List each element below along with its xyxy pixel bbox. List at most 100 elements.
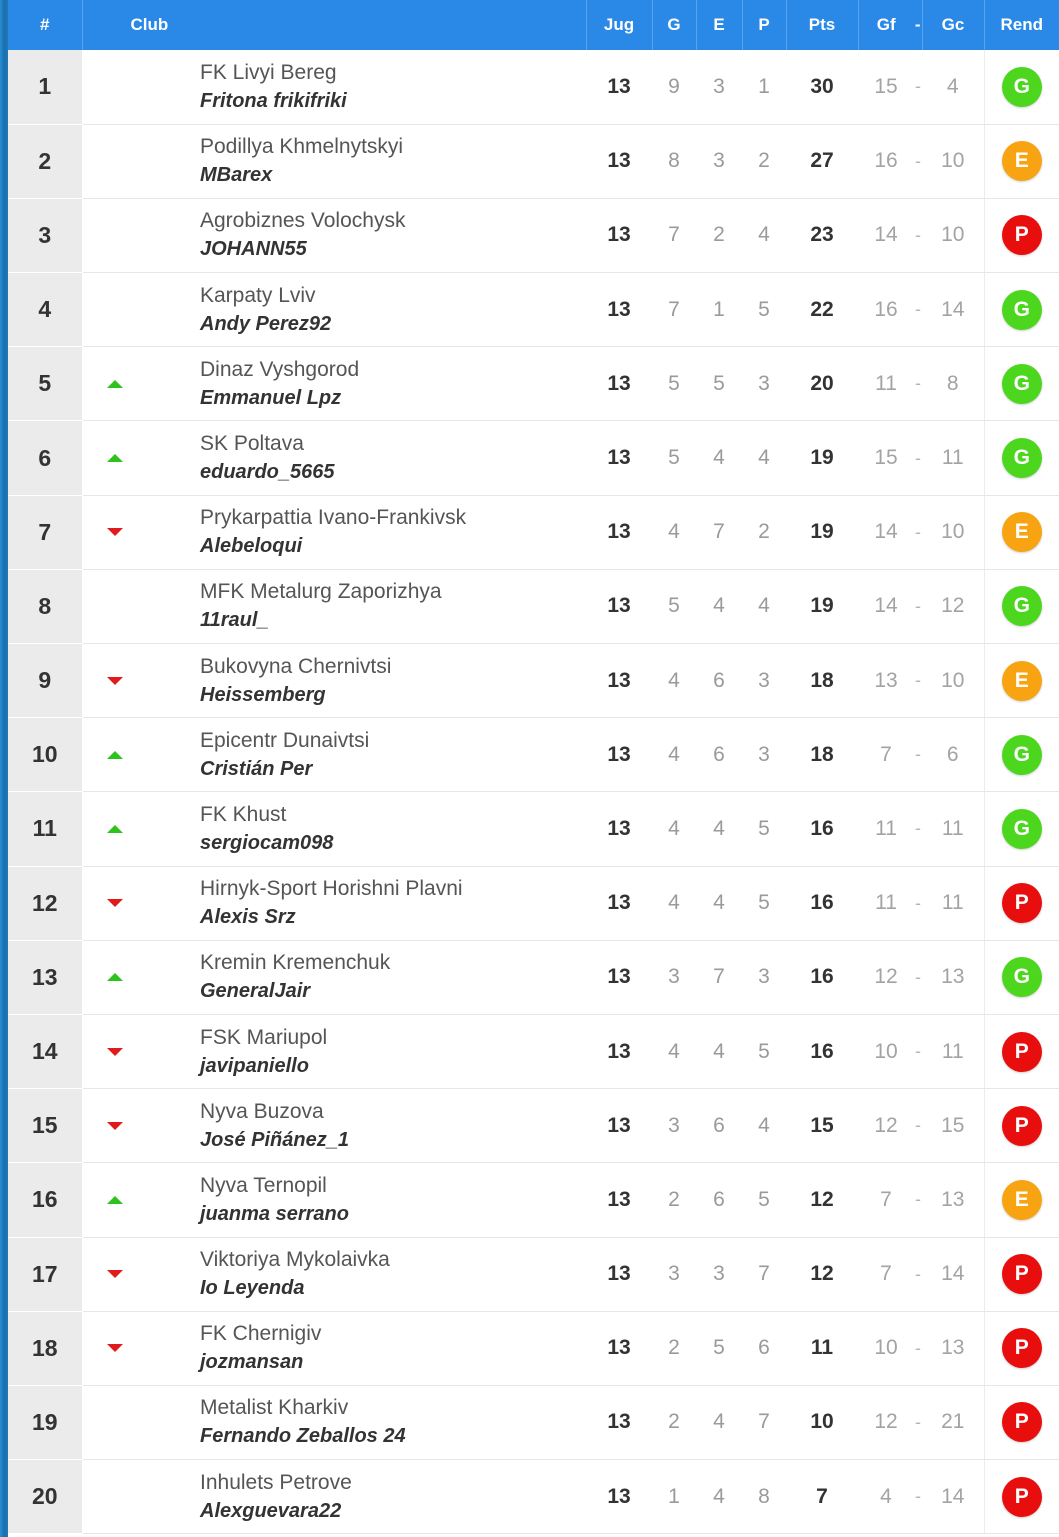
- form-badge[interactable]: E: [1001, 512, 1042, 553]
- col-header-won[interactable]: G: [652, 0, 697, 50]
- table-row[interactable]: 10 Epicentr Dunaivtsi Cristián Per 13 4 6 3 18 7…: [8, 717, 1059, 793]
- manager-name[interactable]: Fritona frikifriki: [200, 89, 347, 112]
- club-cell[interactable]: Kremin Kremenchuk GeneralJair: [200, 940, 586, 1015]
- form-badge[interactable]: G: [1001, 363, 1042, 404]
- form-badge[interactable]: E: [1001, 1179, 1042, 1220]
- club-cell[interactable]: FK Khust sergiocam098: [200, 791, 586, 867]
- club-cell[interactable]: FK Chernigiv jozmansan: [200, 1311, 586, 1386]
- club-cell[interactable]: Dinaz Vyshgorod Emmanuel Lpz: [200, 346, 586, 422]
- manager-name[interactable]: sergiocam098: [200, 831, 334, 854]
- team-name[interactable]: Epicentr Dunaivtsi: [200, 728, 370, 752]
- club-cell[interactable]: Podillya Khmelnytskyi MBarex: [200, 124, 586, 199]
- team-name[interactable]: Hirnyk-Sport Horishni Plavni: [200, 877, 463, 901]
- team-name[interactable]: Nyva Ternopil: [200, 1173, 327, 1197]
- manager-name[interactable]: Cristián Per: [200, 757, 313, 780]
- manager-name[interactable]: 11raul_: [200, 609, 269, 632]
- team-name[interactable]: Kremin Kremenchuk: [200, 951, 391, 975]
- manager-name[interactable]: Heissemberg: [200, 683, 326, 706]
- manager-name[interactable]: Io Leyenda: [200, 1277, 305, 1300]
- team-name[interactable]: Metalist Kharkiv: [200, 1396, 349, 1420]
- club-cell[interactable]: SK Poltava eduardo_5665: [200, 420, 586, 496]
- col-header-played[interactable]: Jug: [586, 0, 653, 50]
- col-header-goals-against[interactable]: Gc: [922, 0, 985, 50]
- col-header-goals-for[interactable]: Gf: [876, 15, 896, 34]
- team-name[interactable]: Podillya Khmelnytskyi: [200, 135, 404, 159]
- form-badge[interactable]: P: [1001, 1031, 1042, 1072]
- form-badge[interactable]: E: [1001, 660, 1042, 701]
- club-cell[interactable]: Viktoriya Mykolaivka Io Leyenda: [200, 1237, 586, 1312]
- table-row[interactable]: 12 Hirnyk-Sport Horishni Plavni Alexis Srz…: [8, 866, 1059, 941]
- table-row[interactable]: 17 Viktoriya Mykolaivka Io Leyenda 13 3 3 7 12 7…: [8, 1237, 1059, 1312]
- col-header-lost[interactable]: P: [742, 0, 787, 50]
- team-name[interactable]: Dinaz Vyshgorod: [200, 357, 360, 381]
- team-name[interactable]: SK Poltava: [200, 432, 304, 456]
- table-row[interactable]: 19 Metalist Kharkiv Fernando Zeballos 24 13…: [8, 1385, 1059, 1461]
- club-cell[interactable]: Karpaty Lviv Andy Perez92: [200, 272, 586, 348]
- team-name[interactable]: Karpaty Lviv: [200, 283, 316, 307]
- table-row[interactable]: 5 Dinaz Vyshgorod Emmanuel Lpz 13 5 5 3 20 11-8 G: [8, 346, 1059, 422]
- manager-name[interactable]: JOHANN55: [200, 238, 307, 261]
- manager-name[interactable]: Andy Perez92: [200, 312, 332, 335]
- club-cell[interactable]: Epicentr Dunaivtsi Cristián Per: [200, 717, 586, 793]
- manager-name[interactable]: Alebeloqui: [200, 535, 303, 558]
- table-row[interactable]: 4 Karpaty Lviv Andy Perez92 13 7 1 5 22 16-14 G: [8, 272, 1059, 348]
- club-cell[interactable]: Inhulets Petrove Alexguevara22: [200, 1459, 586, 1535]
- table-row[interactable]: 8 MFK Metalurg Zaporizhya 11raul_ 13 5 4 4 19 14…: [8, 569, 1059, 645]
- team-name[interactable]: Nyva Buzova: [200, 1099, 324, 1123]
- form-badge[interactable]: P: [1001, 1402, 1042, 1443]
- form-badge[interactable]: P: [1001, 215, 1042, 256]
- team-name[interactable]: Prykarpattia Ivano-Frankivsk: [200, 506, 467, 530]
- table-row[interactable]: 7 Prykarpattia Ivano-Frankivsk Alebeloqui 1…: [8, 495, 1059, 570]
- manager-name[interactable]: José Piñánez_1: [200, 1128, 349, 1151]
- manager-name[interactable]: Alexis Srz: [200, 906, 296, 929]
- manager-name[interactable]: javipaniello: [200, 1054, 309, 1077]
- table-row[interactable]: 9 Bukovyna Chernivtsi Heissemberg 13 4 6 3 18 13…: [8, 643, 1059, 719]
- form-badge[interactable]: P: [1001, 1328, 1042, 1369]
- club-cell[interactable]: Bukovyna Chernivtsi Heissemberg: [200, 643, 586, 719]
- form-badge[interactable]: E: [1001, 141, 1042, 182]
- club-cell[interactable]: FSK Mariupol javipaniello: [200, 1014, 586, 1090]
- table-row[interactable]: 18 FK Chernigiv jozmansan 13 2 5 6 11 10-13 P: [8, 1311, 1059, 1386]
- form-badge[interactable]: G: [1001, 734, 1042, 775]
- team-name[interactable]: Bukovyna Chernivtsi: [200, 654, 392, 678]
- club-cell[interactable]: MFK Metalurg Zaporizhya 11raul_: [200, 569, 586, 645]
- manager-name[interactable]: Alexguevara22: [200, 1499, 342, 1522]
- col-header-position[interactable]: #: [8, 0, 83, 50]
- form-badge[interactable]: G: [1001, 289, 1042, 330]
- table-row[interactable]: 2 Podillya Khmelnytskyi MBarex 13 8 3 2 27 16-10…: [8, 124, 1059, 199]
- col-header-form[interactable]: Rend: [1000, 15, 1044, 34]
- form-badge[interactable]: P: [1001, 1105, 1042, 1146]
- form-badge[interactable]: P: [1001, 1476, 1042, 1517]
- club-cell[interactable]: Nyva Buzova José Piñánez_1: [200, 1088, 586, 1164]
- form-badge[interactable]: G: [1001, 957, 1042, 998]
- club-cell[interactable]: Nyva Ternopil juanma serrano: [200, 1162, 586, 1238]
- manager-name[interactable]: Fernando Zeballos 24: [200, 1425, 406, 1448]
- table-row[interactable]: 20 Inhulets Petrove Alexguevara22 13 1 4 8 7 4-1…: [8, 1459, 1059, 1535]
- club-cell[interactable]: Agrobiznes Volochysk JOHANN55: [200, 198, 586, 274]
- manager-name[interactable]: eduardo_5665: [200, 461, 335, 484]
- team-name[interactable]: MFK Metalurg Zaporizhya: [200, 580, 442, 604]
- team-name[interactable]: Inhulets Petrove: [200, 1470, 352, 1494]
- team-name[interactable]: Viktoriya Mykolaivka: [200, 1248, 390, 1272]
- team-name[interactable]: FK Livyi Bereg: [200, 60, 337, 84]
- table-row[interactable]: 14 FSK Mariupol javipaniello 13 4 4 5 16 10-11 P: [8, 1014, 1059, 1090]
- manager-name[interactable]: juanma serrano: [200, 1202, 349, 1225]
- form-badge[interactable]: P: [1001, 1254, 1042, 1295]
- table-row[interactable]: 15 Nyva Buzova José Piñánez_1 13 3 6 4 15 12-15 P: [8, 1088, 1059, 1164]
- club-cell[interactable]: Hirnyk-Sport Horishni Plavni Alexis Srz: [200, 866, 586, 941]
- table-row[interactable]: 13 Kremin Kremenchuk GeneralJair 13 3 7 3 16 12-…: [8, 940, 1059, 1015]
- form-badge[interactable]: G: [1001, 586, 1042, 627]
- table-row[interactable]: 11 FK Khust sergiocam098 13 4 4 5 16 11-11 G: [8, 791, 1059, 867]
- form-badge[interactable]: G: [1001, 808, 1042, 849]
- table-row[interactable]: 16 Nyva Ternopil juanma serrano 13 2 6 5 12 7-13…: [8, 1162, 1059, 1238]
- form-badge[interactable]: G: [1001, 438, 1042, 479]
- team-name[interactable]: FSK Mariupol: [200, 1025, 328, 1049]
- manager-name[interactable]: Emmanuel Lpz: [200, 386, 342, 409]
- club-cell[interactable]: Metalist Kharkiv Fernando Zeballos 24: [200, 1385, 586, 1461]
- club-cell[interactable]: Prykarpattia Ivano-Frankivsk Alebeloqui: [200, 495, 586, 570]
- form-badge[interactable]: P: [1001, 883, 1042, 924]
- col-header-club[interactable]: Club: [82, 0, 587, 50]
- manager-name[interactable]: GeneralJair: [200, 980, 311, 1003]
- table-row[interactable]: 6 SK Poltava eduardo_5665 13 5 4 4 19 15-11 G: [8, 420, 1059, 496]
- col-header-points[interactable]: Pts: [786, 0, 859, 50]
